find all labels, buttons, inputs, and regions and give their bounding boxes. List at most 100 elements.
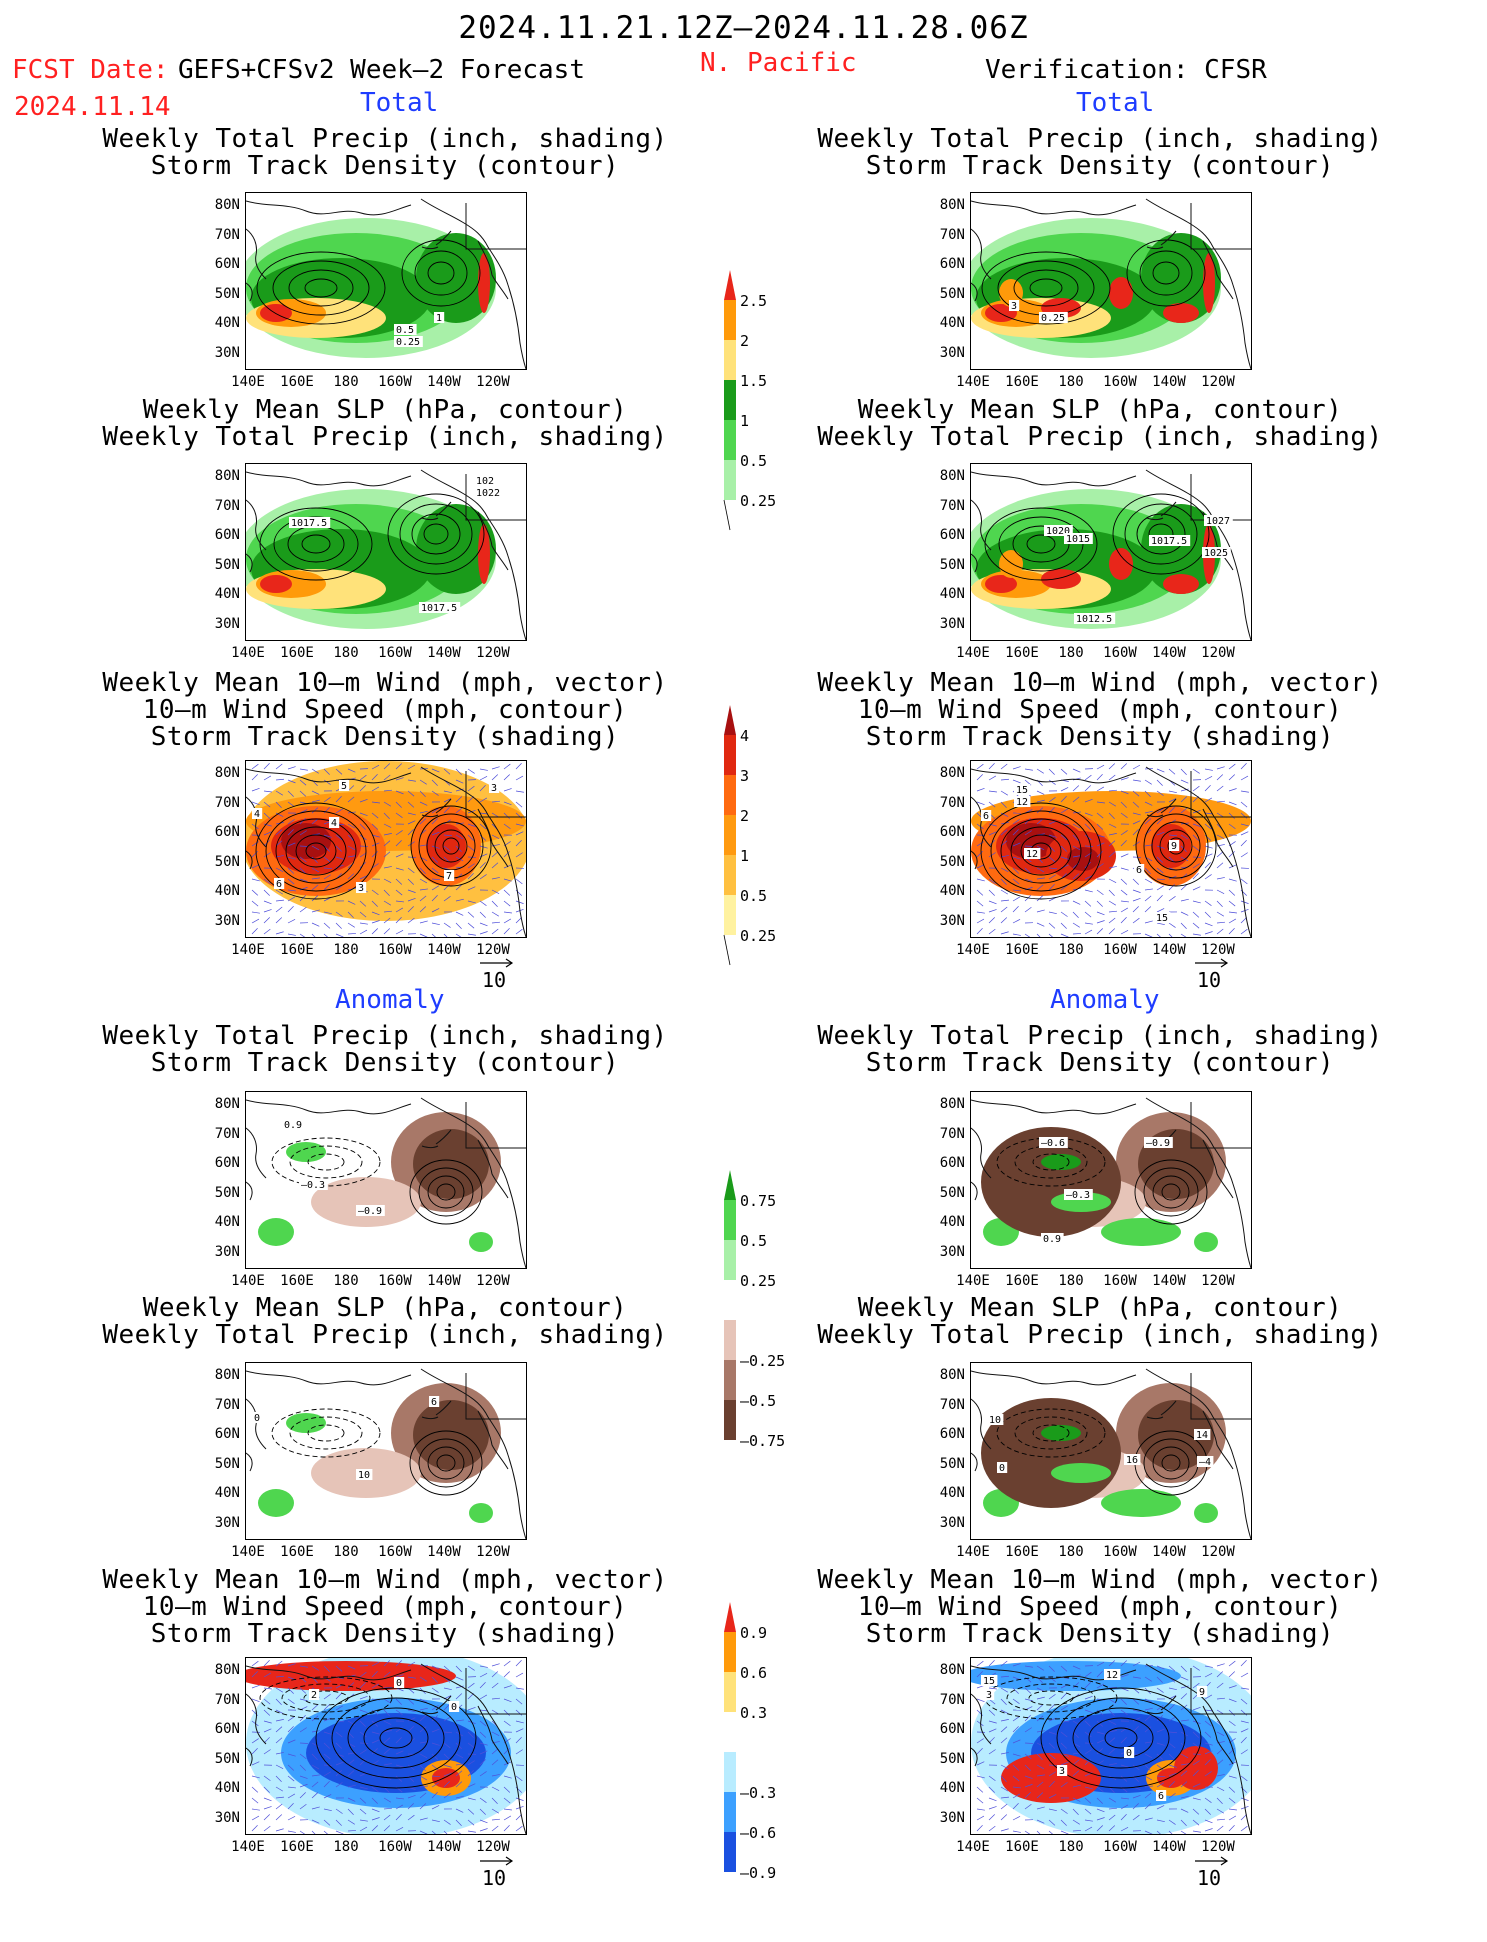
colorbar-segment	[724, 380, 736, 420]
contour-label: 15	[1016, 785, 1028, 796]
lat-tick: 60N	[925, 256, 965, 272]
contour-label: 10	[989, 1415, 1001, 1426]
lon-tick: 120W	[470, 1839, 516, 1855]
lat-tick: 30N	[200, 913, 240, 929]
lon-tick: 160W	[372, 1544, 418, 1560]
colorbar-label: 2.5	[740, 292, 767, 310]
contour-label: 12	[1026, 849, 1038, 860]
lat-tick: 30N	[200, 1810, 240, 1826]
contour-label: 6	[431, 1397, 437, 1408]
lat-tick: 80N	[200, 197, 240, 213]
contour-label: 1	[436, 313, 442, 324]
lon-tick: 160E	[999, 374, 1045, 390]
colorbar-segment	[724, 460, 736, 500]
colorbar-segment	[724, 1240, 736, 1280]
lon-tick: 140W	[1146, 942, 1192, 958]
colorbar-label: 0.25	[740, 927, 776, 945]
colorbar-label: 0.5	[740, 1232, 767, 1250]
colorbar-segment	[724, 300, 736, 340]
lon-tick: 140W	[1146, 374, 1192, 390]
contour-label: 4	[331, 818, 337, 829]
lat-tick: 70N	[925, 498, 965, 514]
lat-tick: 60N	[200, 527, 240, 543]
contour-label: 1022	[476, 488, 500, 499]
lon-tick: 180	[1048, 1273, 1094, 1289]
lat-tick: 80N	[925, 1662, 965, 1678]
lon-tick: 140E	[950, 1839, 996, 1855]
contour-label: –0.3	[301, 1180, 325, 1191]
lon-tick: 160E	[274, 645, 320, 661]
colorbar-label: 1	[740, 847, 749, 865]
contour-label: 1025	[1204, 548, 1228, 559]
colorbar-segment	[724, 1752, 736, 1792]
title-fcst-anom-slp: Weekly Mean SLP (hPa, contour)Weekly Tot…	[80, 1295, 690, 1349]
lon-tick: 140E	[225, 645, 271, 661]
colorbar-label: –0.25	[740, 1352, 785, 1370]
lon-tick: 120W	[470, 374, 516, 390]
contour-label: 6	[1158, 1791, 1164, 1802]
lon-tick: 160W	[1097, 942, 1143, 958]
lat-tick: 30N	[925, 1810, 965, 1826]
colorbar-label: –0.9	[740, 1864, 776, 1882]
lat-tick: 70N	[925, 795, 965, 811]
lon-tick: 180	[323, 1839, 369, 1855]
colorbar-segment	[724, 895, 736, 935]
colorbar-label: 1	[740, 412, 749, 430]
lon-tick: 160W	[372, 942, 418, 958]
contour-label: 9	[1199, 1687, 1205, 1698]
colorbar-label: 0.25	[740, 1272, 776, 1290]
colorbar-segment	[724, 1200, 736, 1240]
colorbar-label: 0.25	[740, 492, 776, 510]
lat-tick: 80N	[200, 1096, 240, 1112]
lon-tick: 160W	[372, 374, 418, 390]
colorbar-label: 0.5	[740, 452, 767, 470]
fcst-anomaly-label: Anomaly	[335, 985, 445, 1015]
lat-tick: 50N	[925, 286, 965, 302]
fcst-date: 2024.11.14	[14, 92, 171, 122]
lon-tick: 120W	[1195, 1839, 1241, 1855]
lat-tick: 50N	[200, 286, 240, 302]
lat-tick: 70N	[200, 1692, 240, 1708]
lat-tick: 80N	[925, 765, 965, 781]
lat-tick: 70N	[925, 1126, 965, 1142]
lat-tick: 80N	[925, 1367, 965, 1383]
lon-tick: 180	[1048, 1544, 1094, 1560]
contour-label: 0	[254, 1413, 260, 1424]
lat-tick: 80N	[200, 1367, 240, 1383]
vector-ref-fcst-total: 10	[482, 968, 506, 992]
colorbar-label: –0.5	[740, 1392, 776, 1410]
shading	[246, 761, 526, 921]
contour-label: 16	[1126, 1455, 1138, 1466]
lon-tick: 140E	[225, 1273, 271, 1289]
lat-tick: 60N	[925, 1721, 965, 1737]
lon-tick: 140W	[421, 942, 467, 958]
lon-tick: 140W	[421, 374, 467, 390]
colorbar-segment	[724, 1792, 736, 1832]
contour-label: 6	[276, 879, 282, 890]
lat-tick: 70N	[925, 227, 965, 243]
contour-label: 1015	[1066, 534, 1090, 545]
lon-tick: 160E	[999, 645, 1045, 661]
title-ver-total-precip: Weekly Total Precip (inch, shading)Storm…	[795, 126, 1405, 180]
lat-tick: 50N	[200, 854, 240, 870]
lat-tick: 30N	[925, 1244, 965, 1260]
contour-label: 0	[1126, 1748, 1132, 1759]
lat-tick: 60N	[925, 1426, 965, 1442]
lat-tick: 70N	[925, 1692, 965, 1708]
shading	[971, 218, 1221, 358]
colorbar-label: 1.5	[740, 372, 767, 390]
colorbar-segment	[724, 1170, 736, 1200]
lat-tick: 60N	[200, 1426, 240, 1442]
period-title: 2024.11.21.12Z–2024.11.28.06Z	[0, 10, 1487, 46]
colorbar-label: 2	[740, 807, 749, 825]
lon-tick: 140E	[950, 1273, 996, 1289]
shading	[258, 1383, 501, 1523]
lon-tick: 160W	[1097, 374, 1143, 390]
